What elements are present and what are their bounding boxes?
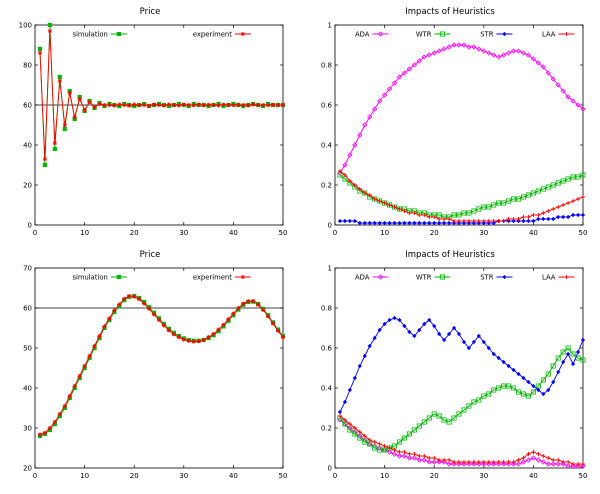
svg-text:0.2: 0.2 [321, 182, 332, 190]
svg-text:40: 40 [529, 472, 538, 480]
svg-text:20: 20 [430, 472, 439, 480]
price-top-chart: 0 10 20 30 40 50 0 20 40 60 80 100 simulation experim… [19, 22, 288, 238]
svg-text:0.4: 0.4 [321, 385, 333, 393]
svg-text:20: 20 [23, 465, 32, 473]
svg-text:0: 0 [328, 465, 332, 473]
svg-text:40: 40 [529, 229, 538, 237]
svg-text:30: 30 [179, 229, 188, 237]
svg-text:100: 100 [19, 22, 32, 30]
svg-text:80: 80 [23, 62, 32, 70]
svg-text:20: 20 [130, 472, 139, 480]
svg-text:50: 50 [279, 229, 288, 237]
svg-text:0: 0 [333, 229, 337, 237]
svg-text:20: 20 [430, 229, 439, 237]
svg-text:0.8: 0.8 [321, 305, 332, 313]
plot-impacts-bottom: Impacts of Heuristics 0 10 20 30 40 50 0 0.2 0.4… [300, 249, 600, 492]
svg-text:50: 50 [279, 472, 288, 480]
plot-title: Price [139, 250, 161, 260]
svg-text:WTR: WTR [416, 274, 432, 282]
svg-text:simulation: simulation [72, 274, 107, 282]
svg-text:0: 0 [333, 472, 337, 480]
svg-text:40: 40 [23, 142, 32, 150]
svg-text:0: 0 [33, 229, 37, 237]
plot-title: Price [139, 7, 161, 17]
svg-text:experiment: experiment [193, 31, 232, 39]
svg-text:0.6: 0.6 [321, 345, 333, 353]
svg-text:60: 60 [23, 305, 32, 313]
svg-text:10: 10 [380, 472, 389, 480]
svg-text:30: 30 [23, 425, 32, 433]
svg-text:50: 50 [579, 472, 588, 480]
svg-text:0.6: 0.6 [321, 102, 333, 110]
impacts-bottom-chart: 0 10 20 30 40 50 0 0.2 0.4 0.6 0.8 1 ADA WTR STR LAA [321, 265, 588, 481]
svg-text:50: 50 [579, 229, 588, 237]
plot-price-top: Price 0 10 20 30 40 50 0 20 40 60 80 100 simulation e… [0, 6, 300, 249]
plot-impacts-top: Impacts of Heuristics 0 10 20 30 40 50 0 0.2 0.4… [300, 6, 600, 249]
svg-text:experiment: experiment [193, 274, 232, 282]
svg-text:simulation: simulation [72, 31, 107, 39]
svg-text:LAA: LAA [542, 274, 556, 282]
svg-text:0.4: 0.4 [321, 142, 333, 150]
svg-text:20: 20 [23, 182, 32, 190]
svg-text:20: 20 [130, 229, 139, 237]
plot-price-bottom: Price 0 10 20 30 40 50 20 30 40 50 60 70 simulation e… [0, 249, 300, 492]
svg-text:50: 50 [23, 345, 32, 353]
svg-text:30: 30 [179, 472, 188, 480]
svg-text:40: 40 [229, 229, 238, 237]
impacts-top-chart: 0 10 20 30 40 50 0 0.2 0.4 0.6 0.8 1 ADA WTR STR LAA [321, 22, 588, 238]
plot-title: Impacts of Heuristics [405, 7, 495, 17]
svg-text:0: 0 [328, 222, 332, 230]
price-bottom-chart: 0 10 20 30 40 50 20 30 40 50 60 70 simulation experim… [23, 265, 288, 481]
svg-text:ADA: ADA [355, 31, 370, 39]
svg-text:40: 40 [229, 472, 238, 480]
svg-text:1: 1 [328, 22, 332, 30]
svg-text:STR: STR [480, 274, 493, 282]
svg-text:WTR: WTR [416, 31, 432, 39]
plot-title: Impacts of Heuristics [405, 250, 495, 260]
svg-text:LAA: LAA [542, 31, 556, 39]
svg-text:70: 70 [23, 265, 32, 273]
svg-text:40: 40 [23, 385, 32, 393]
svg-text:30: 30 [479, 229, 488, 237]
svg-text:10: 10 [380, 229, 389, 237]
svg-text:0: 0 [28, 222, 32, 230]
svg-text:0.8: 0.8 [321, 62, 332, 70]
svg-text:0: 0 [33, 472, 37, 480]
svg-text:1: 1 [328, 265, 332, 273]
svg-text:STR: STR [480, 31, 493, 39]
svg-text:10: 10 [80, 472, 89, 480]
svg-text:60: 60 [23, 102, 32, 110]
svg-text:10: 10 [80, 229, 89, 237]
svg-text:ADA: ADA [355, 274, 370, 282]
svg-text:0.2: 0.2 [321, 425, 332, 433]
svg-text:30: 30 [479, 472, 488, 480]
